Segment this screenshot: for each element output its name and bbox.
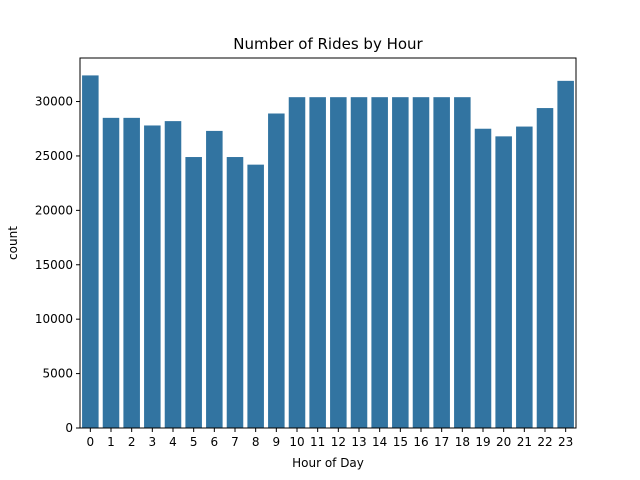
x-tick-label: 12: [331, 435, 346, 449]
x-tick-label: 23: [558, 435, 573, 449]
y-tick-label: 25000: [35, 149, 73, 163]
bar-hour-2: [123, 117, 140, 429]
y-tick-label: 5000: [42, 367, 73, 381]
bar-hour-11: [309, 97, 326, 429]
x-tick-label: 8: [252, 435, 260, 449]
bar-hour-18: [454, 97, 471, 429]
bar-hour-0: [82, 75, 99, 428]
x-tick-label: 15: [393, 435, 408, 449]
bar-hour-13: [350, 97, 368, 429]
x-tick-label: 6: [211, 435, 219, 449]
x-tick-label: 17: [434, 435, 449, 449]
y-tick-label: 15000: [35, 258, 73, 272]
x-tick-label: 2: [128, 435, 136, 449]
bar-hour-1: [102, 117, 120, 429]
y-tick-label: 10000: [35, 312, 73, 326]
x-tick-label: 11: [310, 435, 325, 449]
x-tick-label: 18: [455, 435, 470, 449]
y-tick-label: 20000: [35, 203, 73, 217]
y-tick-label: 0: [65, 421, 73, 435]
bar-hour-4: [164, 121, 182, 428]
bar-hour-8: [247, 164, 264, 428]
bar-hour-19: [474, 128, 492, 428]
bar-hour-7: [226, 157, 244, 428]
chart-title: Number of Rides by Hour: [233, 35, 423, 53]
bar-hour-23: [557, 80, 574, 429]
y-axis-ticks: 0 5000 10000 15000 20000 25000 30000: [35, 95, 80, 435]
bar-hour-16: [412, 97, 430, 429]
bar-hour-15: [392, 97, 409, 429]
bar-hour-6: [206, 130, 223, 429]
x-tick-label: 10: [289, 435, 304, 449]
x-tick-label: 19: [475, 435, 490, 449]
x-tick-label: 5: [190, 435, 198, 449]
bar-hour-17: [433, 97, 450, 429]
x-tick-label: 21: [517, 435, 532, 449]
x-tick-label: 1: [107, 435, 115, 449]
x-tick-label: 0: [87, 435, 95, 449]
x-tick-label: 4: [169, 435, 177, 449]
x-tick-label: 3: [149, 435, 157, 449]
y-tick-label: 30000: [35, 95, 73, 109]
bar-hour-22: [536, 108, 554, 428]
x-tick-label: 14: [372, 435, 387, 449]
x-tick-label: 16: [413, 435, 428, 449]
x-tick-label: 7: [231, 435, 239, 449]
x-axis-ticks: 0 1 2 3 4 5 6 7 8 9 10 11 12 13 14 15 16 17 18 19 20 21 22 23: [87, 428, 573, 449]
bar-hour-14: [371, 97, 388, 429]
x-tick-label: 22: [537, 435, 552, 449]
bar-hour-20: [495, 136, 512, 428]
x-tick-label: 13: [351, 435, 366, 449]
bar-hour-12: [330, 97, 347, 429]
bars-group: [82, 75, 574, 429]
bar-hour-21: [516, 126, 533, 428]
bar-hour-5: [185, 157, 202, 428]
x-tick-label: 9: [273, 435, 281, 449]
x-axis-label: Hour of Day: [292, 456, 364, 470]
bar-hour-9: [268, 113, 285, 428]
bar-hour-3: [144, 125, 161, 429]
bar-hour-10: [288, 97, 306, 429]
x-tick-label: 20: [496, 435, 511, 449]
plot-frame: [79, 57, 577, 429]
y-axis-label: count: [6, 226, 20, 260]
